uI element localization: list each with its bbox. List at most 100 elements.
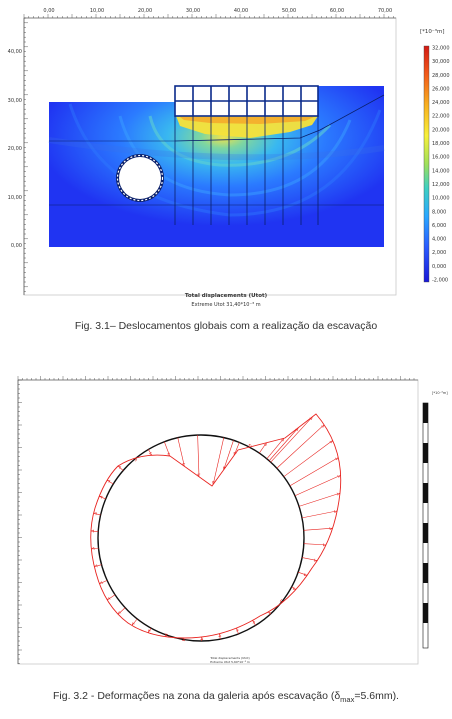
- arrow-head: [181, 637, 185, 642]
- legend-value: 30,000: [432, 59, 450, 65]
- displacement-arrow: [99, 580, 108, 585]
- caption-text: Fig. 3.2 - Deformações na zona da galeri…: [53, 690, 341, 702]
- arrow-head: [117, 465, 122, 469]
- top-tick-label: 70,00: [378, 8, 392, 14]
- arrow-head: [107, 479, 111, 483]
- displacement-arrow: [270, 416, 313, 463]
- displacement-vectors: [90, 416, 341, 642]
- arrow-head: [197, 473, 201, 477]
- arrow-head: [263, 442, 267, 447]
- tunnel-opening: [116, 154, 164, 202]
- arrow-head: [131, 622, 135, 626]
- displacement-arrow: [99, 496, 106, 500]
- top-ruler-2: [17, 376, 415, 380]
- legend-labels: 32,000 30,000 28,000 26,000 24,000 22,000 20,0…: [432, 46, 450, 284]
- plot-title: Total displacements (Utot): [185, 293, 268, 299]
- displacement-arrow: [148, 449, 153, 456]
- arrow-head: [117, 611, 122, 615]
- displacement-arrow: [283, 440, 333, 477]
- arrow-head: [314, 558, 318, 562]
- top-tick-label: 0,00: [43, 8, 54, 14]
- arrow-head: [107, 596, 111, 601]
- top-tick-label: 60,00: [330, 8, 344, 14]
- displacement-arrow: [93, 513, 101, 516]
- top-tick-label: 10,00: [90, 8, 104, 14]
- displacement-arrow: [131, 618, 138, 626]
- excavation-profile: [174, 94, 385, 142]
- arrow-head: [212, 481, 216, 485]
- displacement-arrow: [289, 457, 339, 487]
- left-ruler: [23, 17, 28, 295]
- arrow-head: [268, 611, 272, 615]
- legend-value: 24,000: [432, 100, 450, 106]
- legend-unit-2: [*10⁻³m]: [432, 391, 448, 395]
- arrow-head: [148, 629, 151, 633]
- caption-text-end: =5.6mm).: [354, 690, 399, 702]
- displacement-arrow: [94, 564, 102, 567]
- displacement-arrow: [117, 607, 126, 615]
- arrow-head: [148, 452, 152, 456]
- left-ruler-2: [18, 379, 22, 664]
- displacement-arrow: [236, 628, 239, 635]
- legend-value: 32,000: [432, 46, 450, 52]
- figure-1-caption: Fig. 3.1– Deslocamentos globais com a re…: [74, 320, 378, 332]
- displacement-arrow: [223, 440, 234, 470]
- left-tick-label: 40,00: [8, 49, 22, 55]
- arrow-head: [337, 475, 341, 478]
- top-tick-label: 40,00: [234, 8, 248, 14]
- top-ruler: [23, 14, 396, 19]
- arrow-head: [252, 620, 256, 624]
- displacement-arrow: [233, 442, 240, 456]
- excavation-grid: [174, 85, 319, 117]
- legend-value: 8,000: [432, 209, 446, 215]
- retaining-piles: [174, 116, 319, 225]
- legend-value: -2,000: [432, 278, 448, 284]
- left-tick-label: 30,00: [8, 98, 22, 104]
- displacement-arrow: [298, 571, 308, 576]
- displacement-arrow: [117, 465, 124, 471]
- legend-value: 26,000: [432, 86, 450, 92]
- arrow-head: [336, 492, 341, 496]
- legend-value: 20,000: [432, 127, 450, 133]
- arrow-head: [134, 458, 138, 462]
- displacement-arrow: [294, 474, 341, 497]
- displacement-arrow: [177, 437, 185, 467]
- plot-title-2: Total displacements (Utot): [209, 656, 249, 660]
- displacement-scale-bar: [422, 402, 429, 649]
- arrow-head: [335, 457, 339, 461]
- legend-value: 0,000: [432, 264, 446, 270]
- legend-value: 4,000: [432, 237, 446, 243]
- displacement-arrow: [212, 437, 225, 485]
- arrow-head: [309, 416, 313, 421]
- left-tick-label: 0,00: [11, 243, 22, 249]
- displacement-arrow: [301, 510, 338, 519]
- legend-unit: [*10⁻³m]: [420, 28, 445, 35]
- displacement-arrow: [303, 543, 327, 546]
- displacement-arrow: [106, 479, 114, 485]
- arrow-head: [321, 424, 325, 428]
- arrow-head: [99, 581, 103, 585]
- arrow-head: [99, 495, 103, 499]
- caption-subscript: max: [340, 695, 355, 705]
- figure-2-caption: Fig. 3.2 - Deformações na zona da galeri…: [0, 690, 452, 704]
- arrow-head: [222, 466, 226, 470]
- legend-value: 6,000: [432, 223, 446, 229]
- legend-value: 14,000: [432, 168, 450, 174]
- plot-frame-2: [17, 379, 419, 665]
- top-tick-label: 20,00: [138, 8, 152, 14]
- legend-value: 10,000: [432, 196, 450, 202]
- left-tick-label: 20,00: [8, 146, 22, 152]
- displacement-arrow: [164, 441, 171, 457]
- plot-subtitle: Extreme Utot 31,40*10⁻³ m: [191, 302, 260, 308]
- arrow-head: [90, 529, 94, 533]
- arrow-head: [165, 633, 169, 637]
- figure-1-subtitle: Extreme Utot 31,40*10⁻³ m: [191, 302, 260, 308]
- legend-value: 16,000: [432, 155, 450, 161]
- arrow-head: [280, 438, 285, 442]
- arrow-head: [91, 546, 95, 551]
- displacement-arrow: [259, 442, 267, 454]
- legend-value: 22,000: [432, 114, 450, 120]
- figure-2: [*10⁻³m] Total displacements (Utot) Extr…: [17, 376, 448, 665]
- tunnel-lining: [97, 434, 305, 642]
- left-axis-labels: 40,00 30,00 20,00 10,00 0,00: [8, 49, 22, 249]
